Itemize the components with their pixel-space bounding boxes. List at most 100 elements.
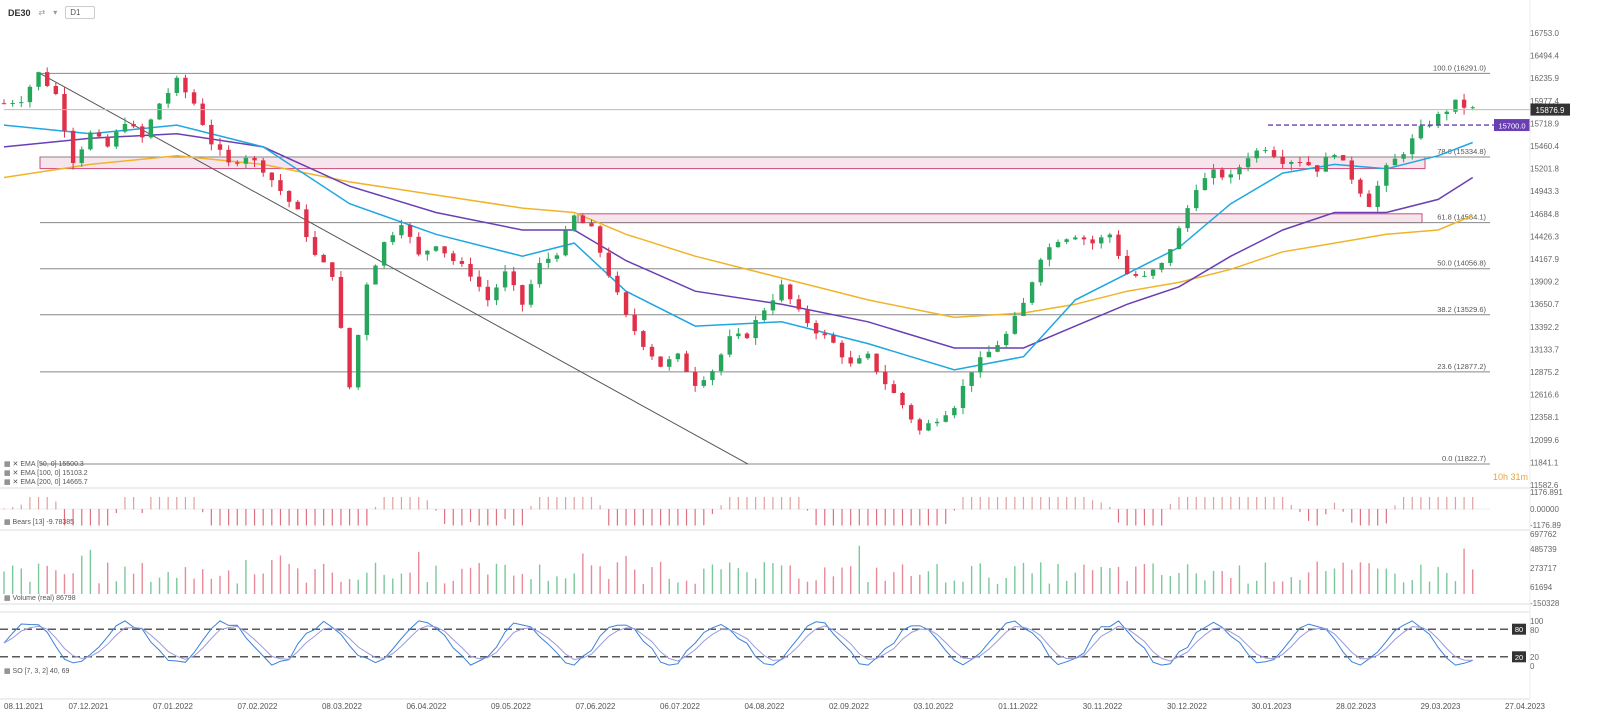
volume-bar xyxy=(970,565,973,594)
bears-bar xyxy=(63,509,66,526)
volume-bar xyxy=(953,580,956,594)
bears-bar xyxy=(418,497,420,510)
x-tick-label: 01.11.2022 xyxy=(998,702,1038,711)
candle-body xyxy=(883,371,888,385)
bears-bar xyxy=(1230,497,1232,510)
volume-bar xyxy=(1074,572,1077,594)
volume-bar xyxy=(1126,581,1128,594)
candle-body xyxy=(1332,155,1337,158)
instrument-symbol[interactable]: DE30 xyxy=(8,7,31,18)
bears-bar xyxy=(720,505,722,510)
bears-bar xyxy=(1359,509,1362,526)
candle-body xyxy=(813,323,819,334)
volume-bar xyxy=(806,581,809,594)
candle-body xyxy=(692,372,698,386)
volume-bar xyxy=(927,571,930,594)
bears-bar xyxy=(12,507,14,510)
volume-bar xyxy=(1005,577,1007,594)
candle-body xyxy=(580,215,586,224)
candle-body xyxy=(1055,241,1061,248)
bears-bar xyxy=(582,497,584,510)
y-tick-label: 12358.1 xyxy=(1530,413,1559,422)
volume-bar xyxy=(288,563,290,594)
bears-bar xyxy=(452,509,454,526)
candle-body xyxy=(1099,237,1104,244)
candle-body xyxy=(943,415,948,422)
candle-body xyxy=(1038,259,1043,283)
bears-bar xyxy=(901,509,904,526)
candle-body xyxy=(787,284,793,300)
candle-body xyxy=(511,271,516,286)
volume-bar xyxy=(867,581,869,594)
bears-bar xyxy=(953,509,955,511)
bears-bar xyxy=(746,497,748,510)
candle-body xyxy=(122,123,128,132)
chevron-down-icon[interactable]: ▾ xyxy=(53,8,58,17)
volume-bar xyxy=(988,577,990,594)
volume-bar xyxy=(513,575,515,594)
ema-100-line xyxy=(3,133,1474,349)
y-tick-label: 12616.6 xyxy=(1530,391,1559,400)
candle-body xyxy=(433,246,439,251)
volume-bar xyxy=(1014,566,1016,594)
bears-bar xyxy=(1212,497,1215,510)
volume-bar xyxy=(236,583,238,594)
volume-bar xyxy=(1437,567,1439,594)
bears-bar xyxy=(755,497,757,510)
candle-body xyxy=(891,384,897,393)
candle-body xyxy=(53,86,59,94)
candle-body xyxy=(79,149,84,164)
volume-tick: 273717 xyxy=(1530,564,1557,573)
candle-body xyxy=(934,421,940,424)
candle-body xyxy=(19,102,24,104)
bears-bar xyxy=(1454,497,1457,510)
bears-bar xyxy=(1048,497,1050,510)
bears-bar xyxy=(236,509,238,526)
volume-bar xyxy=(245,560,247,594)
candle-body xyxy=(770,300,776,311)
bears-bar xyxy=(1385,509,1387,524)
bears-bar xyxy=(1031,497,1033,510)
bears-bar xyxy=(711,509,714,514)
volume-bar xyxy=(176,577,178,594)
volume-bar xyxy=(1368,563,1370,594)
volume-bar xyxy=(962,581,964,594)
candle-body xyxy=(407,225,413,237)
ema-legend: ▦ ✕ EMA [200, 0] 14665.7 xyxy=(4,479,88,486)
volume-bar xyxy=(443,583,446,594)
candle-body xyxy=(338,276,344,328)
volume-bar xyxy=(417,551,420,594)
candle-body xyxy=(796,299,802,310)
candle-body xyxy=(839,342,845,358)
volume-bar xyxy=(279,555,282,594)
volume-bar xyxy=(711,564,714,594)
volume-bar xyxy=(297,568,299,594)
x-tick-label: 03.10.2022 xyxy=(913,702,954,711)
volume-bar xyxy=(1472,569,1474,594)
bears-bar xyxy=(331,509,333,526)
bears-legend: ▦ Bears [13] -9.78385 xyxy=(4,519,74,526)
bears-bar xyxy=(1152,509,1154,526)
bears-bar xyxy=(642,509,644,526)
volume-bar xyxy=(1247,583,1249,594)
bears-tick: -1176.89 xyxy=(1530,521,1562,530)
y-tick-label: 12875.2 xyxy=(1530,368,1559,377)
timeframe-selector[interactable]: D1 xyxy=(65,6,96,19)
volume-bar xyxy=(1212,570,1215,594)
instrument-dropdown-icon[interactable]: ⇄ xyxy=(38,8,46,17)
candle-body xyxy=(1185,208,1190,229)
candle-body xyxy=(157,103,162,120)
candle-body xyxy=(1029,282,1035,303)
bears-bar xyxy=(297,509,299,526)
bears-bar xyxy=(461,509,463,526)
volume-bar xyxy=(1109,567,1111,594)
volume-bar xyxy=(227,570,230,594)
bears-bar xyxy=(1005,497,1007,510)
volume-bar xyxy=(858,545,861,594)
level-marker-box xyxy=(1494,119,1530,132)
bears-bar xyxy=(478,509,480,526)
volume-bar xyxy=(936,564,938,594)
bears-bar xyxy=(1403,497,1405,510)
candle-body xyxy=(278,180,283,191)
